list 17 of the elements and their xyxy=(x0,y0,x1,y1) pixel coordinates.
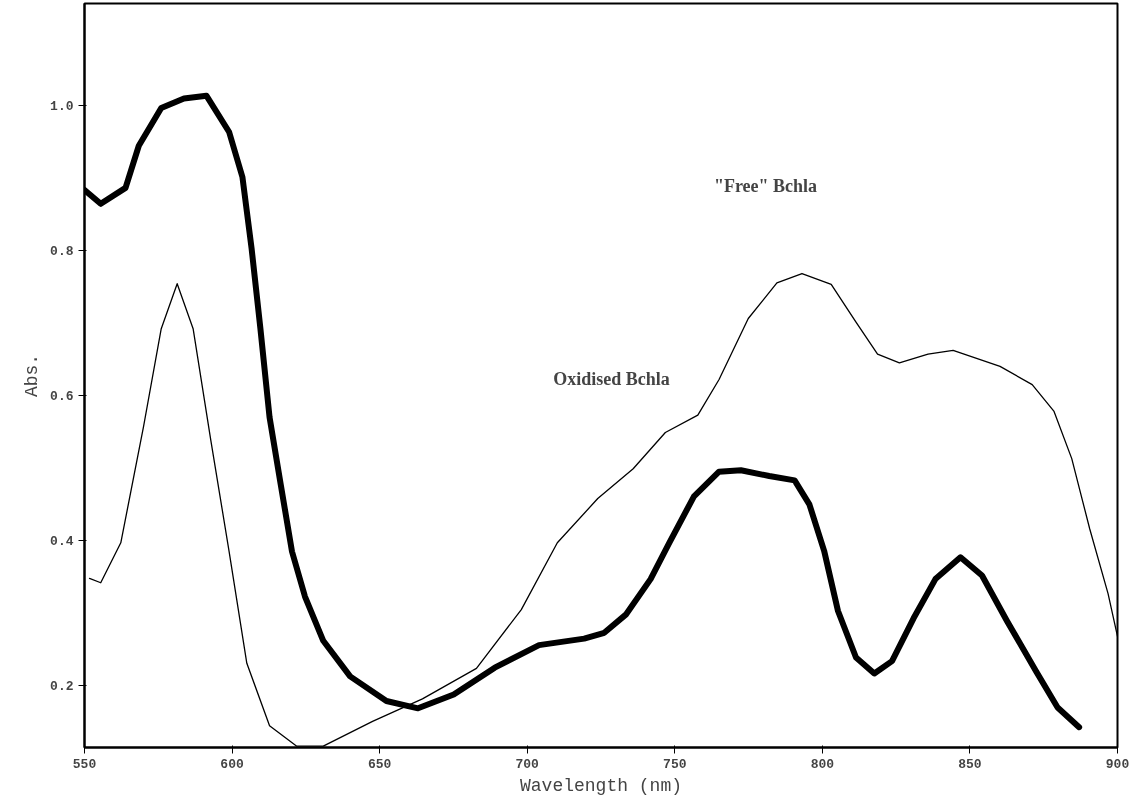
x-tick-label: 850 xyxy=(958,756,982,772)
x-tick-label: 550 xyxy=(72,756,97,772)
x-tick-label: 800 xyxy=(810,756,835,772)
y-tick-label: 0.2 xyxy=(50,679,74,695)
x-axis-title: Wavelength (nm) xyxy=(519,775,683,796)
x-tick-label: 750 xyxy=(663,756,687,772)
y-tick-label: 0.8 xyxy=(50,243,74,259)
x-tick-label: 650 xyxy=(367,756,392,772)
annotation: Oxidised Bchla xyxy=(553,368,670,389)
y-tick-label: 0.6 xyxy=(50,388,74,404)
y-axis-title: Abs. xyxy=(22,353,43,398)
annotation: "Free" Bchla xyxy=(713,175,818,196)
y-tick-label: 0.4 xyxy=(50,534,74,550)
x-tick-label: 900 xyxy=(1105,756,1130,772)
y-tick-label: 1.0 xyxy=(50,98,74,114)
x-tick-label: 600 xyxy=(220,756,244,772)
x-tick-label: 700 xyxy=(515,756,540,772)
